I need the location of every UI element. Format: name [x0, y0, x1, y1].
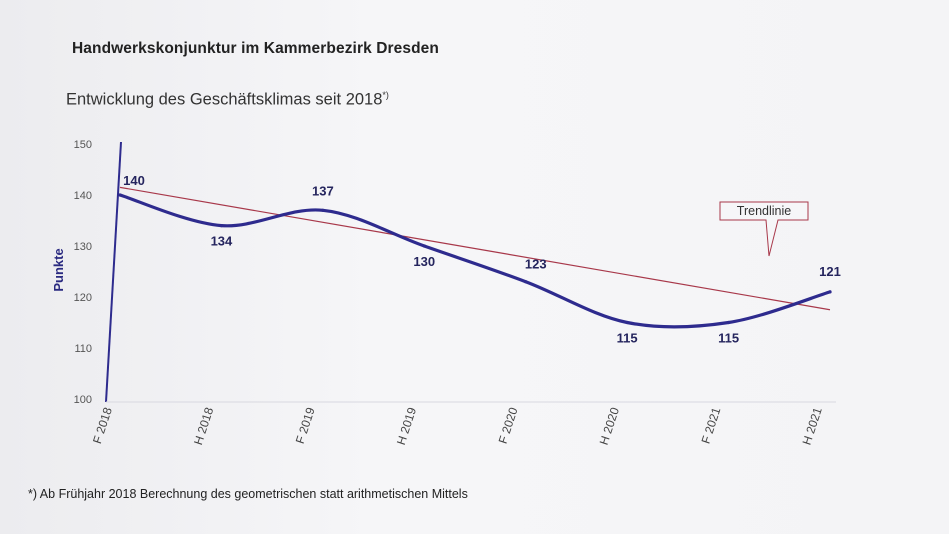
data-label: 121 [819, 264, 841, 279]
y-tick-label: 150 [74, 139, 92, 151]
trend-line [119, 186, 831, 311]
data-label: 140 [123, 173, 145, 188]
series-line-group [118, 193, 832, 329]
x-tick-label: H 2018 [191, 405, 216, 446]
data-label: 115 [617, 331, 638, 346]
data-point [219, 224, 224, 228]
data-point [118, 193, 122, 197]
y-tick-label: 140 [74, 190, 92, 202]
x-tick-label: F 2021 [699, 405, 724, 445]
trendlinie-callout: Trendlinie [719, 201, 809, 257]
subtitle-text: Entwicklung des Geschäftsklimas seit 201… [66, 90, 383, 109]
chart-subtitle: Entwicklung des Geschäftsklimas seit 201… [66, 90, 389, 110]
data-label: 137 [312, 183, 334, 198]
y-axis-line [105, 141, 122, 403]
data-label: 123 [525, 257, 547, 272]
y-tick-label: 130 [74, 241, 92, 253]
y-tick-label: 100 [74, 394, 92, 406]
series-line-geschaeftsklima [118, 193, 832, 329]
footnote: *) Ab Frühjahr 2018 Berechnung des geome… [28, 487, 468, 501]
data-point [422, 244, 426, 248]
x-tick-label: H 2019 [394, 405, 419, 446]
x-tick-label: H 2021 [800, 405, 825, 446]
data-point [321, 208, 325, 212]
subtitle-footnote-mark: *) [382, 90, 389, 100]
chart-axes: 100 110 120 130 140 150 Punkte F 2018 H 2018 F 20… [51, 139, 836, 447]
callout-label: Trendlinie [737, 204, 791, 218]
data-label: 115 [718, 331, 739, 346]
callout-box [719, 201, 809, 257]
data-point [828, 290, 832, 294]
y-tick-label: 120 [74, 292, 92, 304]
data-label: 130 [413, 254, 435, 269]
x-tick-label: F 2019 [293, 405, 318, 445]
data-point [625, 320, 629, 325]
data-labels-group: 140 134 137 130 123 115 115 121 [123, 173, 841, 346]
page-title: Handwerkskonjunktur im Kammerbezirk Dres… [72, 40, 439, 57]
data-label: 134 [211, 234, 233, 249]
x-tick-label: H 2020 [597, 405, 622, 446]
y-tick-label: 110 [74, 343, 92, 355]
y-axis-title: Punkte [51, 248, 66, 291]
data-point [524, 280, 528, 284]
trend-line-group [119, 186, 831, 311]
data-point [726, 320, 731, 325]
x-tick-label: F 2018 [90, 405, 115, 445]
x-tick-label: F 2020 [496, 405, 521, 445]
